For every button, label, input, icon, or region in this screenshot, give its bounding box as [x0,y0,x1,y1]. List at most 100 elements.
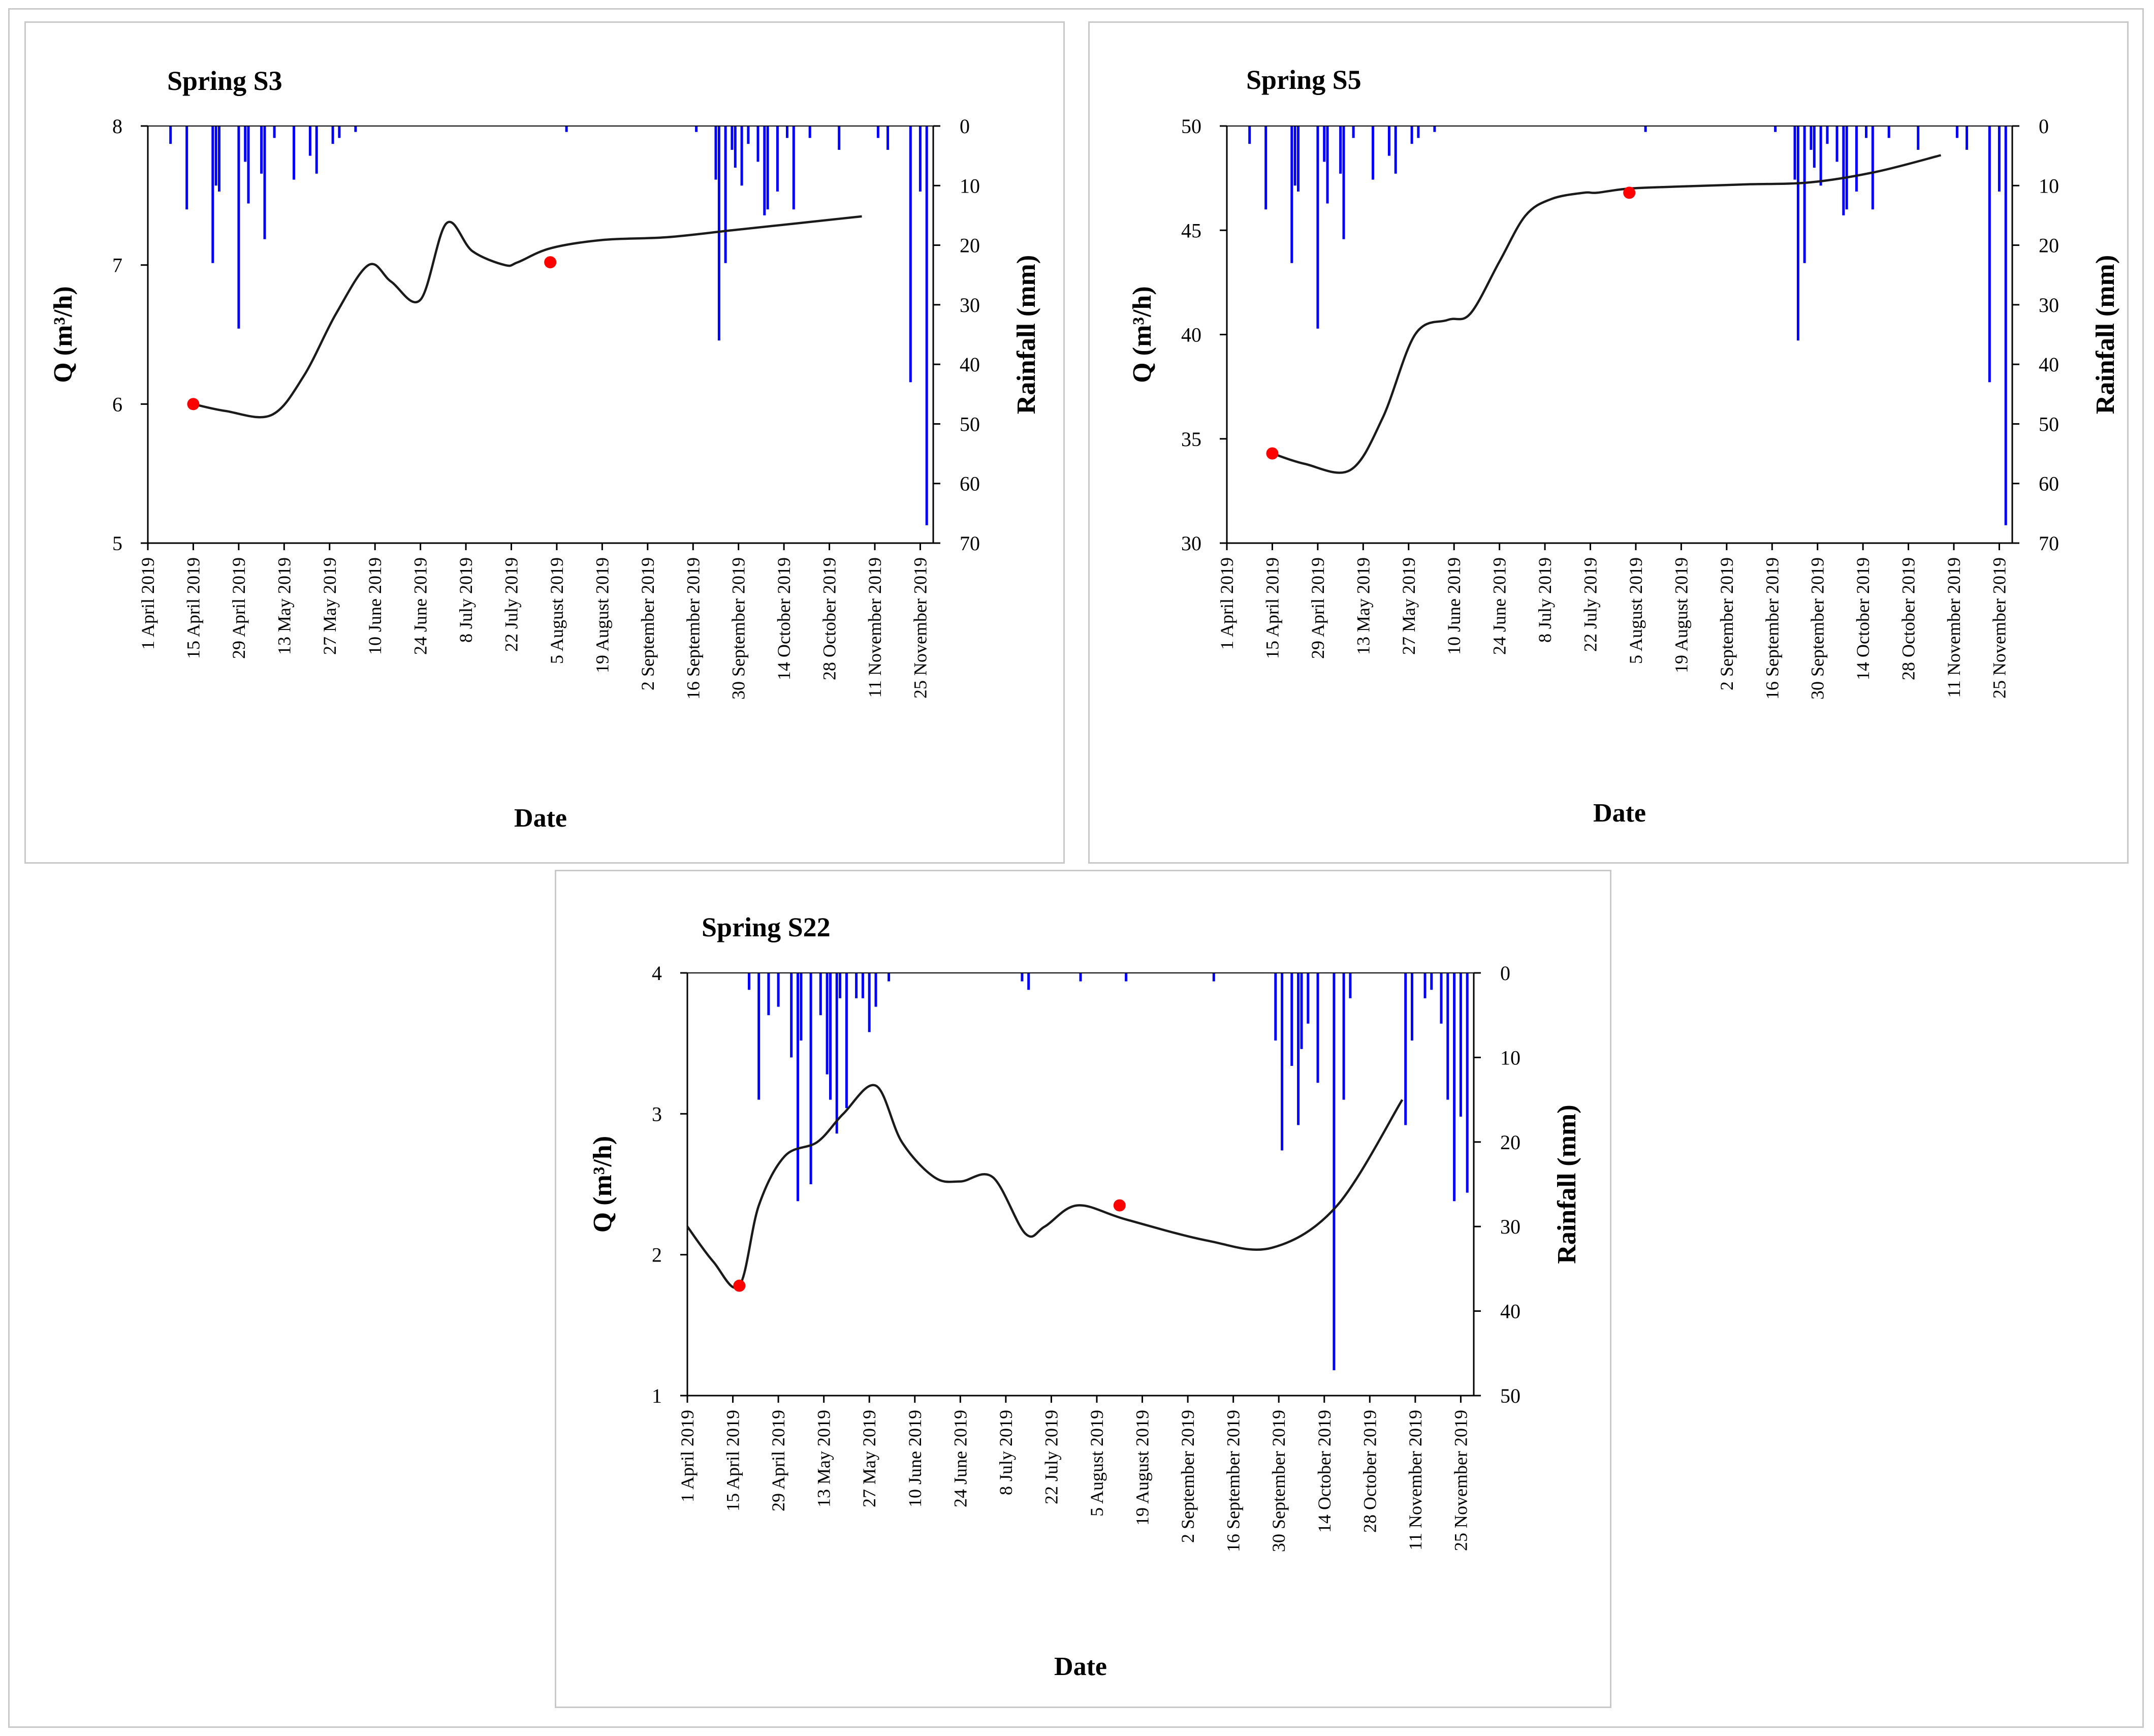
rainfall-bar [876,126,879,138]
x-tick-label: 13 May 2019 [1353,557,1373,655]
rainfall-bar [888,973,891,982]
rainfall-bar [826,973,829,1075]
right-tick-label: 60 [960,472,980,495]
rainfall-bar [1826,126,1829,144]
rainfall-bar [211,126,214,263]
rainfall-bar [1027,973,1030,990]
rainfall-bar [731,126,734,150]
rainfall-bar [786,126,788,138]
x-tick-label: 19 August 2019 [1671,557,1691,673]
rainfall-bar [214,126,217,186]
rainfall-bar [1453,973,1456,1202]
rainfall-bar [1212,973,1215,982]
rainfall-bar [1440,973,1443,1024]
right-tick-label: 10 [2039,174,2059,197]
right-tick-label: 30 [2039,294,2059,317]
x-tick-label: 28 October 2019 [1359,1410,1380,1533]
left-tick-label: 4 [652,962,662,985]
rainfall-bar [756,126,759,162]
measurement-point [1266,447,1279,460]
rainfall-bar [1842,126,1845,215]
rainfall-bar [1372,126,1374,180]
measurement-point [733,1279,746,1292]
x-tick-label: 13 May 2019 [814,1410,834,1507]
rainfall-bar [169,126,172,144]
right-tick-label: 10 [1500,1046,1521,1069]
rainfall-bar [185,126,188,210]
rainfall-bar [748,973,750,990]
x-tick-label: 22 July 2019 [1041,1410,1061,1504]
rainfall-bar [808,126,811,138]
rainfall-bar [273,126,276,138]
right-tick-label: 30 [1500,1215,1521,1238]
x-tick-label: 25 November 2019 [1989,557,2009,699]
x-tick-label: 30 September 2019 [1808,557,1828,700]
x-tick-label: 19 August 2019 [1132,1410,1153,1526]
rainfall-bar [763,126,766,215]
x-tick-label: 8 July 2019 [1535,557,1555,643]
rainfall-bar [1865,126,1867,138]
rainfall-bar [1887,126,1890,138]
rainfall-bar [1819,126,1822,186]
rainfall-bar [1290,126,1293,263]
discharge-line [1272,154,1942,474]
right-tick-label: 50 [2039,413,2059,435]
rainfall-bar [1813,126,1816,168]
measurement-point [1113,1199,1126,1212]
x-tick-label: 28 October 2019 [1898,557,1919,680]
rainfall-bar [354,126,357,132]
left-y-axis-title: Q (m³/h) [588,1136,617,1233]
right-y-axis-title: Rainfall (mm) [1012,255,1041,414]
right-tick-label: 70 [960,532,980,555]
rainfall-bar [244,126,247,162]
x-tick-label: 5 August 2019 [547,557,567,664]
rainfall-bar [1404,973,1407,1125]
rainfall-bar [1855,126,1858,192]
rainfall-bar [1342,973,1345,1100]
rainfall-bar [1466,973,1469,1193]
rainfall-bar [1333,973,1336,1371]
left-tick-label: 5 [112,532,122,555]
right-y-axis-title: Rainfall (mm) [1553,1104,1581,1264]
rainfall-bar [1125,973,1128,982]
rainfall-bar [886,126,890,150]
x-tick-label: 2 September 2019 [638,557,658,690]
x-tick-label: 5 August 2019 [1087,1410,1107,1517]
rainfall-bar [714,126,717,180]
chart-title: Spring S5 [1246,65,1361,95]
right-tick-label: 60 [2039,472,2059,495]
x-tick-label: 24 June 2019 [410,557,431,655]
rainfall-bar [918,126,922,192]
x-axis-title: Date [514,804,567,833]
right-tick-label: 10 [960,174,980,197]
rainfall-bar [819,973,822,1016]
rainfall-bar [1917,126,1920,150]
rainfall-bar [1988,126,1991,383]
rainfall-bar [1871,126,1874,210]
right-tick-label: 40 [1500,1300,1521,1323]
rainfall-bar [1290,973,1293,1066]
rainfall-bar [1955,126,1958,138]
rainfall-bar [767,973,770,1016]
x-tick-label: 22 July 2019 [1580,557,1601,652]
x-tick-label: 8 July 2019 [996,1410,1016,1495]
rainfall-bar [868,973,871,1032]
left-tick-label: 6 [112,393,122,416]
rainfall-bar [1417,126,1420,138]
rainfall-bar [797,973,799,1202]
left-tick-label: 30 [1181,532,1201,555]
rainfall-bar [1423,973,1427,998]
left-tick-label: 50 [1181,115,1201,138]
x-tick-label: 19 August 2019 [592,557,612,673]
left-tick-label: 7 [112,254,122,277]
x-tick-label: 29 April 2019 [768,1410,788,1511]
rainfall-bar [1248,126,1251,144]
x-tick-label: 13 May 2019 [274,557,294,655]
x-tick-label: 30 September 2019 [728,557,749,700]
left-tick-label: 3 [652,1102,662,1125]
x-tick-label: 2 September 2019 [1178,1410,1198,1543]
x-tick-label: 16 September 2019 [1762,557,1782,700]
rainfall-bar [2004,126,2007,525]
rainfall-bar [790,973,793,1058]
rainfall-bar [1079,973,1082,982]
